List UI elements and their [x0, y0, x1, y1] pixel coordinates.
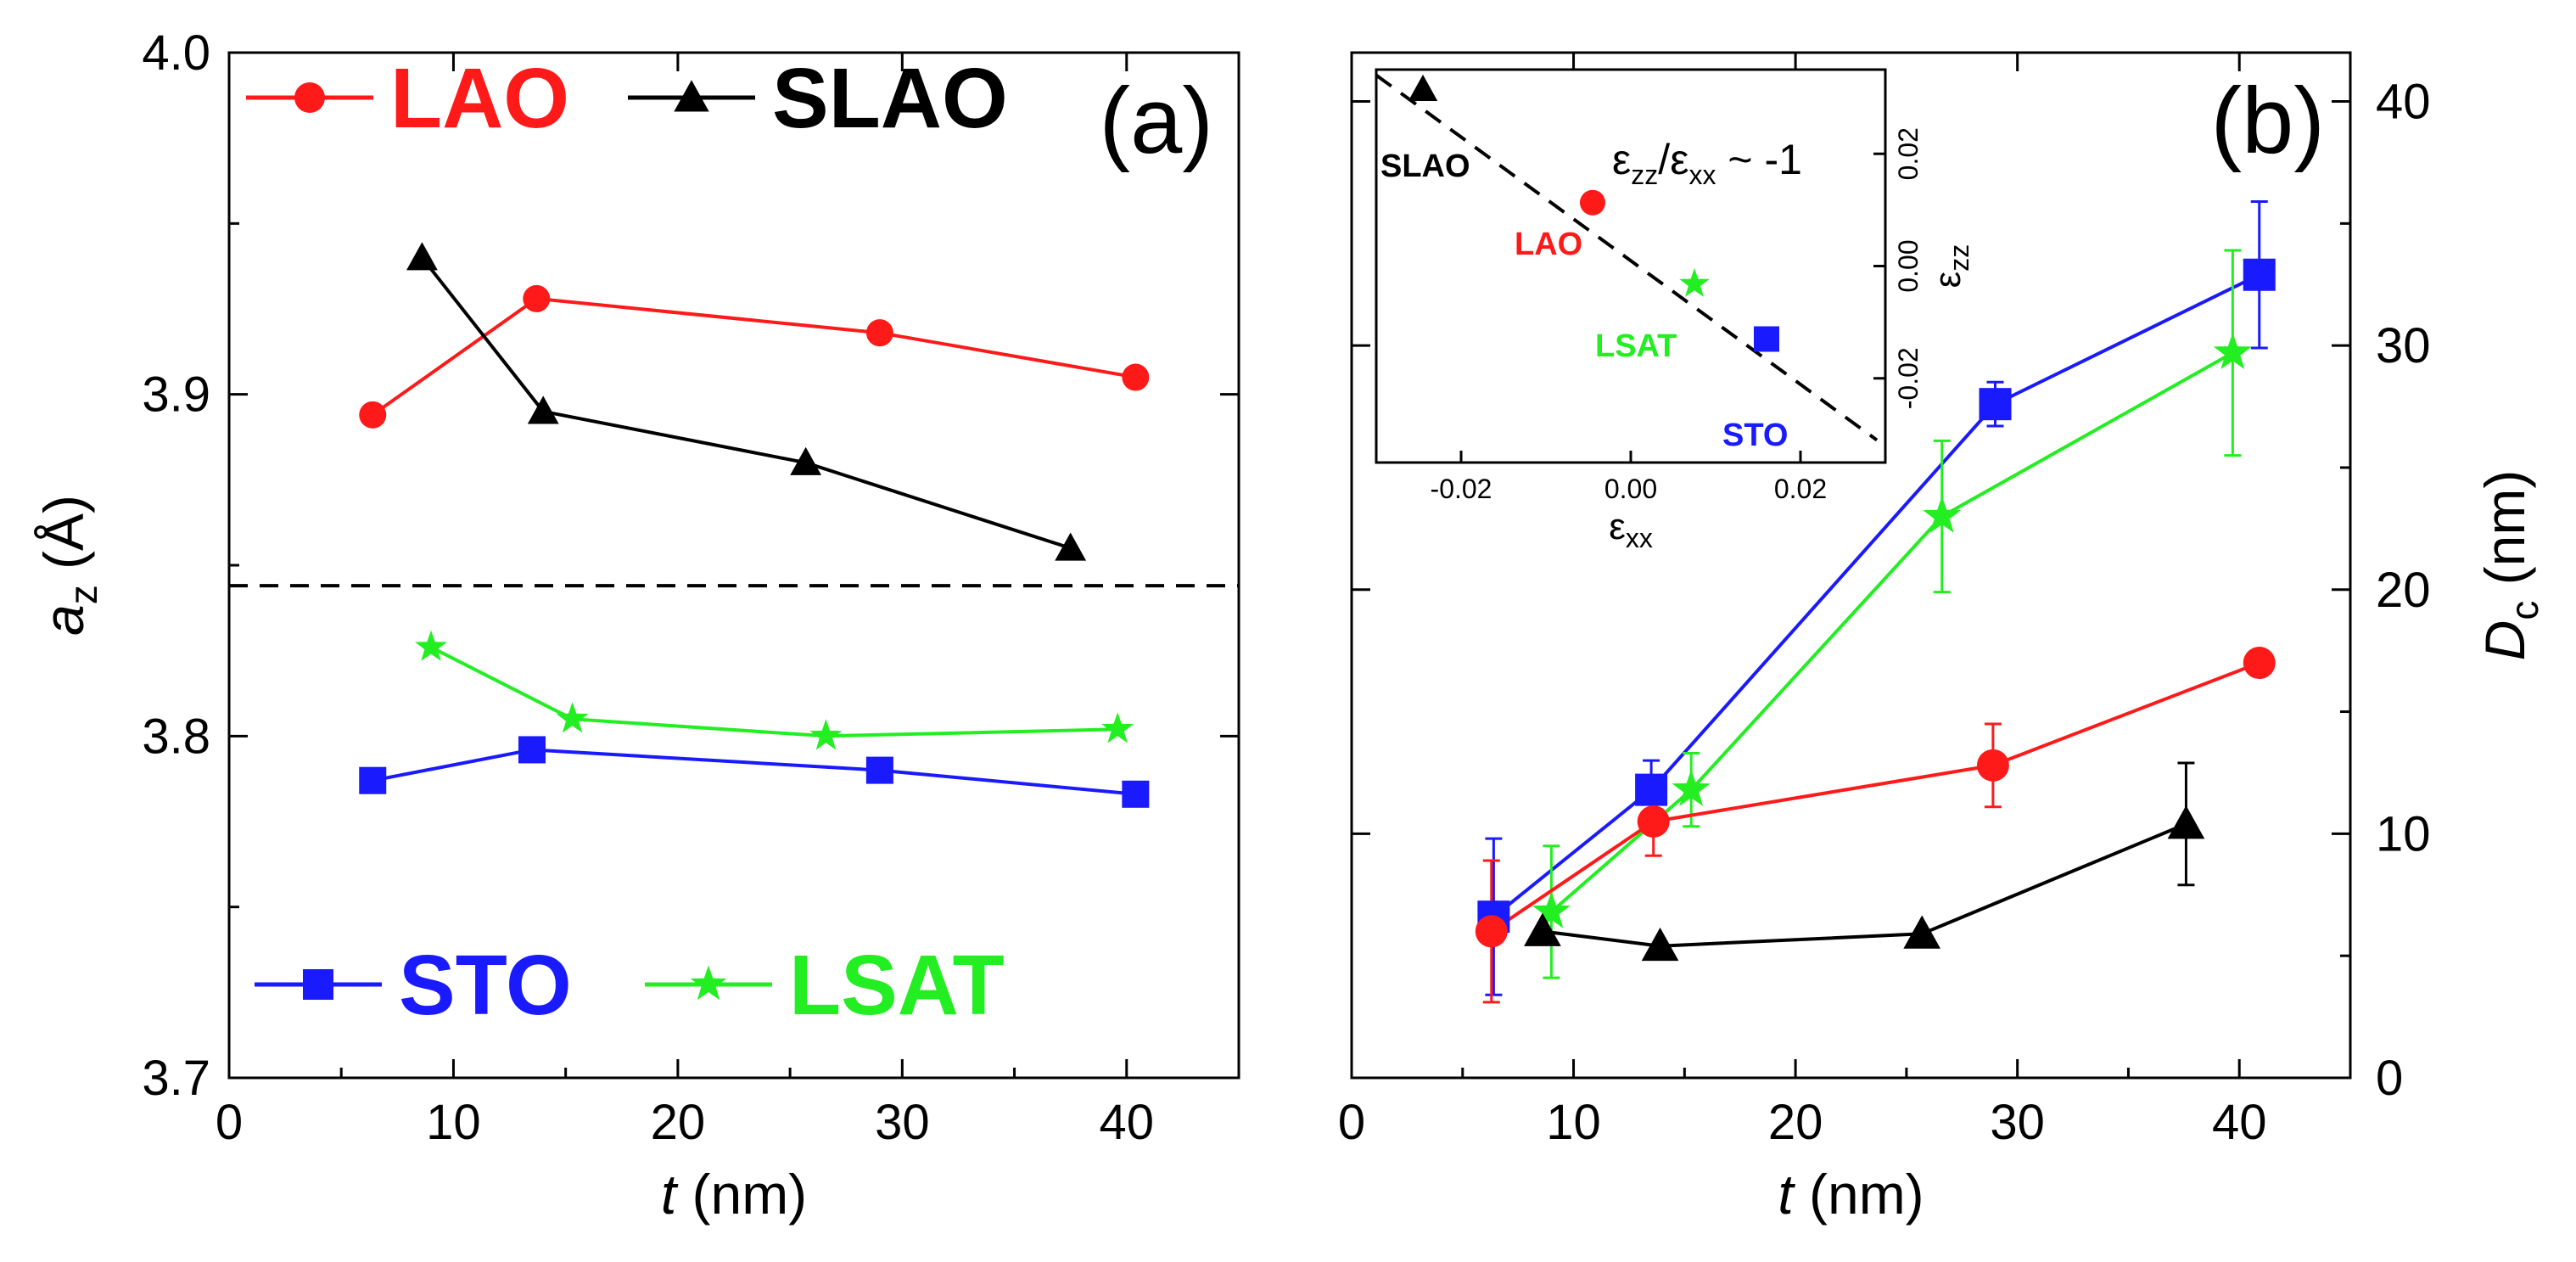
- panel-a-xtick-label: 10: [426, 1095, 481, 1150]
- panel-b-ylabel: Dc (nm): [2473, 470, 2546, 661]
- inset-ytick-label: 0.02: [1893, 127, 1924, 180]
- panel-b-point-sto: [1979, 388, 2012, 421]
- panel-a-point-lao: [523, 284, 551, 312]
- inset-fit-line: [1375, 73, 1879, 442]
- panel-a-line-sto: [372, 748, 1136, 796]
- panel-a-xtick-label: 20: [651, 1095, 706, 1150]
- panel-a-point-slao: [406, 242, 438, 271]
- panel-b-line-lsat: [1550, 351, 2234, 913]
- panel-a-point-lsat: [1101, 712, 1134, 743]
- inset-frame: [1375, 68, 1887, 464]
- panel-b-point-lsat: [1532, 891, 1571, 928]
- inset-xtick-label: 0.00: [1604, 474, 1657, 504]
- inset-point-sto: [1754, 326, 1779, 352]
- panel-a-line-lsat: [430, 645, 1118, 738]
- panel-a-point-slao: [527, 395, 559, 424]
- legend-label-lao: LAO: [390, 51, 569, 146]
- panel-b-ytick-label: 0: [2376, 1051, 2403, 1106]
- panel-a-ytick-label: 4.0: [142, 25, 210, 81]
- panel-a: 0 10 20 30 40 3.7 3.8 3.9 4.0 LAO SLAO STO LSAT (a) t …: [32, 25, 1240, 1226]
- panel-b-xtick-label: 30: [1990, 1095, 2045, 1150]
- panel-a-point-lsat: [415, 630, 447, 661]
- inset-ytick-label: -0.02: [1893, 347, 1924, 409]
- legend-label-sto: STO: [399, 938, 572, 1033]
- panel-b-xtick-label: 0: [1338, 1095, 1365, 1150]
- panel-a-point-lao: [1122, 363, 1150, 391]
- panel-b-point-sto: [2243, 258, 2276, 291]
- inset-ytick-label: 0.00: [1893, 239, 1924, 292]
- panel-b-point-sto: [1635, 773, 1668, 806]
- panel-a-point-lao: [865, 319, 893, 347]
- panel-b-line-slao: [1542, 822, 2187, 948]
- panel-b-label: (b): [2211, 69, 2325, 173]
- panel-a-ytick-label: 3.8: [142, 709, 210, 764]
- panel-b-xtick-label: 40: [2212, 1095, 2267, 1150]
- panel-a-point-sto: [865, 756, 893, 784]
- legend-marker-lao: [294, 82, 325, 113]
- panel-b-point-lsat: [2213, 333, 2252, 369]
- panel-b-point-slao: [1641, 927, 1679, 962]
- panel-b-point-slao: [2167, 805, 2205, 839]
- legend-label-slao: SLAO: [772, 51, 1008, 146]
- inset-label-lsat: LSAT: [1595, 328, 1677, 364]
- inset-xlabel: εxx: [1609, 506, 1653, 553]
- legend-marker-slao: [674, 80, 709, 112]
- inset-label-slao: SLAO: [1380, 149, 1470, 184]
- legend-label-lsat: LSAT: [789, 938, 1005, 1033]
- panel-b-line-lao: [1490, 661, 2260, 934]
- panel-b-point-lsat: [1923, 496, 1962, 533]
- panel-b-xtick-label: 10: [1546, 1095, 1601, 1150]
- inset-annotation: εzz/εxx ~ -1: [1612, 136, 1802, 190]
- panel-a-point-slao: [790, 446, 822, 475]
- panel-b-ytick-label: 10: [2376, 806, 2431, 861]
- panel-a-ytick-label: 3.7: [142, 1051, 210, 1106]
- panel-a-line-lao: [372, 296, 1136, 417]
- inset-point-lao: [1580, 189, 1605, 216]
- panel-b-point-lao: [1475, 915, 1508, 948]
- panel-a-point-sto: [1122, 780, 1150, 808]
- panel-a-xlabel: t (nm): [661, 1163, 807, 1226]
- panel-b-point-slao: [1524, 912, 1561, 946]
- panel-b-ytick-label: 40: [2376, 75, 2431, 130]
- panel-a-point-slao: [1055, 532, 1087, 561]
- legend-marker-lsat: [690, 965, 727, 1001]
- panel-a-point-lao: [359, 401, 387, 429]
- panel-b-ytick-label: 30: [2376, 318, 2431, 373]
- panel-a-frame: [227, 51, 1240, 1080]
- panel-b-xtick-label: 20: [1768, 1095, 1823, 1150]
- panel-a-point-sto: [518, 736, 546, 764]
- panel-a-point-lsat: [809, 719, 843, 750]
- inset-point-slao: [1408, 74, 1438, 101]
- panel-b-point-slao: [1903, 915, 1941, 949]
- panel-a-xtick-label: 30: [875, 1095, 930, 1150]
- inset-ylabel: εzz: [1927, 244, 1974, 289]
- inset-label-lao: LAO: [1515, 227, 1582, 262]
- panel-a-ylabel: az (Å): [32, 495, 105, 636]
- legend-marker-sto: [303, 969, 333, 1000]
- panel-b-point-lao: [1976, 749, 2009, 782]
- panel-a-ytick-label: 3.9: [142, 367, 210, 423]
- panel-a-xtick-label: 40: [1100, 1095, 1155, 1150]
- inset-xtick-label: -0.02: [1431, 474, 1492, 504]
- panel-b-point-lao: [1637, 805, 1670, 838]
- panel-a-point-lsat: [556, 702, 589, 733]
- inset-xtick-label: 0.02: [1774, 474, 1827, 504]
- panel-b: 0 10 20 30 40 0 10 20 30 40 (b) t (nm) Dc (nm) -0.02 0…: [1338, 51, 2546, 1226]
- inset-point-lsat: [1679, 267, 1710, 297]
- panel-a-point-sto: [359, 766, 387, 794]
- inset-label-sto: STO: [1722, 418, 1788, 453]
- panel-b-frame: [1350, 51, 2352, 1080]
- panel-b-point-lao: [2243, 647, 2276, 680]
- panel-b-xlabel: t (nm): [1778, 1163, 1924, 1226]
- panel-a-line-slao: [420, 256, 1072, 550]
- panel-b-ytick-label: 20: [2376, 563, 2431, 618]
- panel-a-xtick-label: 0: [216, 1095, 243, 1150]
- panel-b-line-sto: [1492, 272, 2260, 918]
- panel-b-point-lsat: [1672, 769, 1711, 806]
- panel-a-label: (a): [1100, 69, 1213, 173]
